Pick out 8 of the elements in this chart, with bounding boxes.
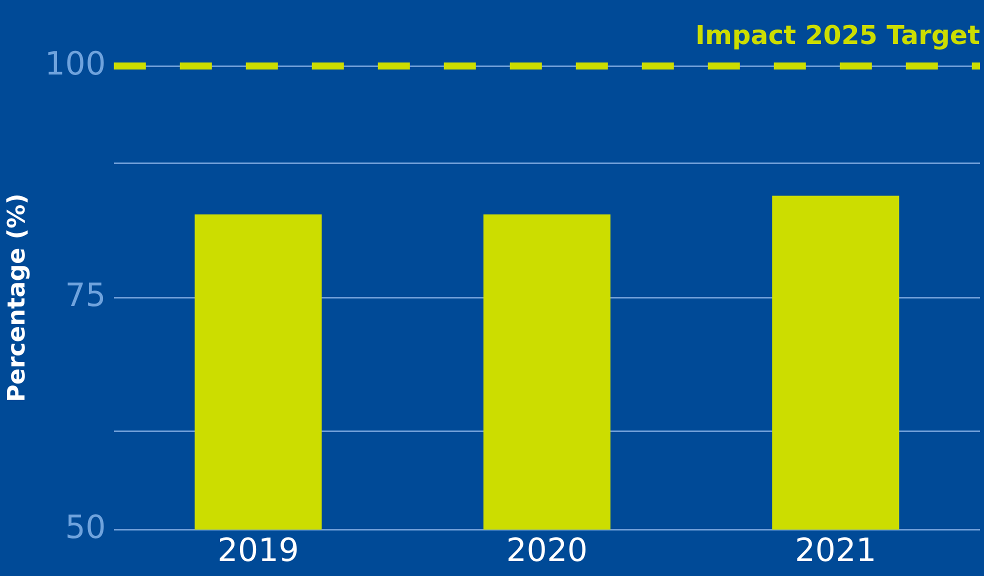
- y-tick-label: 100: [44, 44, 106, 82]
- x-tick-label: 2019: [218, 531, 299, 570]
- ref-line-label: Impact 2025 Target: [695, 20, 980, 51]
- y-axis-title: Percentage (%): [2, 193, 31, 402]
- y-tick-label: 50: [65, 508, 106, 546]
- x-tick-label: 2020: [506, 531, 588, 570]
- y-tick-label: 75: [65, 276, 106, 314]
- x-tick-label: 2021: [794, 531, 876, 570]
